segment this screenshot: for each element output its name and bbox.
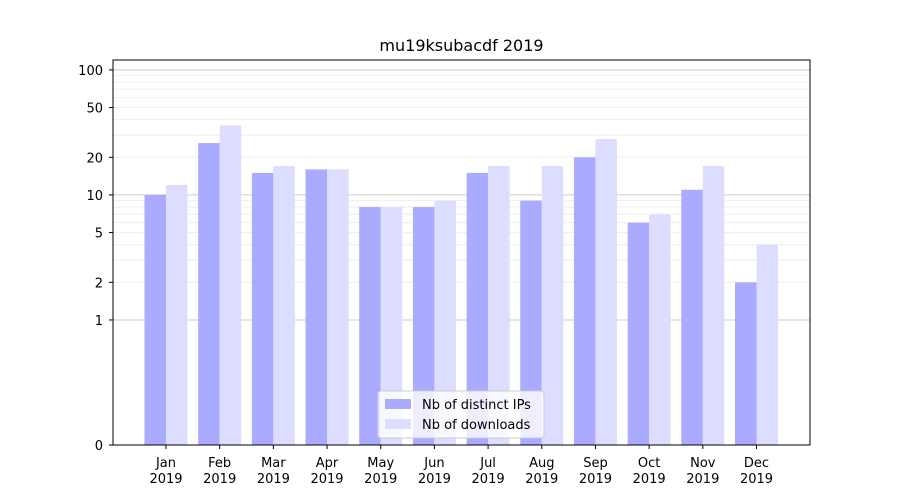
legend-swatch [385,399,411,409]
bar-downloads [595,139,617,445]
x-tick-label-year: 2019 [310,472,343,487]
bar-distinct-ips [144,194,166,445]
bar-downloads [756,244,778,445]
x-tick-label-month: May [367,456,394,471]
bar-distinct-ips [359,207,381,445]
legend-label: Nb of downloads [422,418,531,433]
x-tick-label-month: Oct [638,456,660,471]
bar-distinct-ips [520,200,542,445]
bar-distinct-ips [573,157,596,445]
y-tick-label: 0 [95,439,103,454]
x-tick-label-year: 2019 [740,472,773,487]
x-tick-label-year: 2019 [579,472,612,487]
bar-distinct-ips [412,207,435,445]
x-tick-label-year: 2019 [472,472,505,487]
x-tick-label-month: Aug [529,456,554,471]
bar-distinct-ips [735,282,757,445]
x-tick-label-year: 2019 [418,472,451,487]
bar-downloads [541,166,564,445]
legend: Nb of distinct IPs Nb of downloads [377,390,545,439]
legend-label: Nb of distinct IPs [422,398,531,413]
x-tick-label-month: Dec [744,456,769,471]
bar-downloads [488,166,510,445]
x-tick-label-month: Feb [208,456,231,471]
x-tick-label-month: Mar [261,456,286,471]
x-tick-label-year: 2019 [149,472,182,487]
x-tick-label-year: 2019 [525,472,558,487]
x-axis: Jan2019Feb2019Mar2019Apr2019May2019Jun20… [149,445,773,487]
bars [144,125,778,445]
y-tick-label: 1 [95,314,103,329]
x-tick-label-year: 2019 [257,472,290,487]
y-axis: 0 1 2 5 10 20 50 100 [78,64,113,454]
bar-distinct-ips [681,189,703,445]
y-tick-label: 2 [95,276,103,291]
x-tick-label-year: 2019 [686,472,719,487]
bar-downloads [380,207,403,445]
bar-distinct-ips [198,143,220,445]
bar-downloads [649,214,671,445]
bar-downloads [166,185,188,445]
bar-distinct-ips [251,172,274,445]
plot-frame [112,59,811,446]
x-tick-label-month: Apr [316,456,339,471]
bar-downloads [702,166,725,445]
x-tick-label-year: 2019 [364,472,397,487]
bar-distinct-ips [627,222,650,445]
x-tick-label-year: 2019 [203,472,236,487]
y-tick-label: 20 [86,151,103,166]
bar-downloads [273,166,295,445]
legend-swatch [385,419,411,429]
x-tick-label-month: Jul [479,456,496,471]
x-tick-label-year: 2019 [633,472,666,487]
x-tick-label-month: Jun [423,456,444,471]
bar-downloads [327,169,349,445]
bar-distinct-ips [305,169,328,445]
y-tick-label: 100 [78,64,103,79]
bar-downloads [219,125,242,445]
x-tick-label-month: Jan [155,456,176,471]
y-tick-label: 50 [86,102,103,117]
bar-distinct-ips [466,172,489,445]
y-tick-label: 10 [86,189,103,204]
chart-title: mu19ksubacdf 2019 [379,36,543,55]
legend-box [377,390,545,439]
x-tick-label-month: Sep [583,456,608,471]
x-tick-label-month: Nov [690,456,716,471]
y-tick-label: 5 [95,227,103,242]
bar-downloads [434,200,456,445]
